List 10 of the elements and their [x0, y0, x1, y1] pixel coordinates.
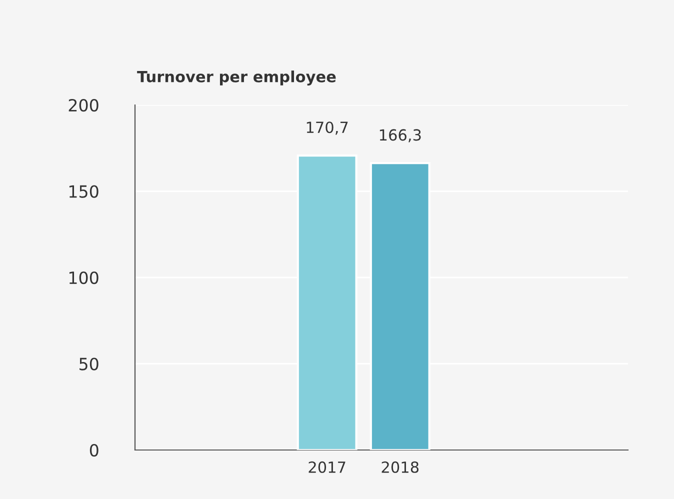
x-tick-label: 2017 [308, 461, 346, 473]
x-tick-label: 2018 [382, 461, 419, 473]
data-label: 170,7 [306, 122, 348, 135]
chart-title: Turnover per employee [137, 70, 336, 86]
data-label: 166,3 [380, 129, 421, 142]
y-tick-label: 100 [69, 271, 98, 284]
y-tick-label: 200 [68, 98, 98, 112]
y-tick-label: 50 [80, 358, 98, 370]
y-tick-label: 150 [69, 185, 98, 198]
y-tick-label: 0 [90, 444, 98, 457]
